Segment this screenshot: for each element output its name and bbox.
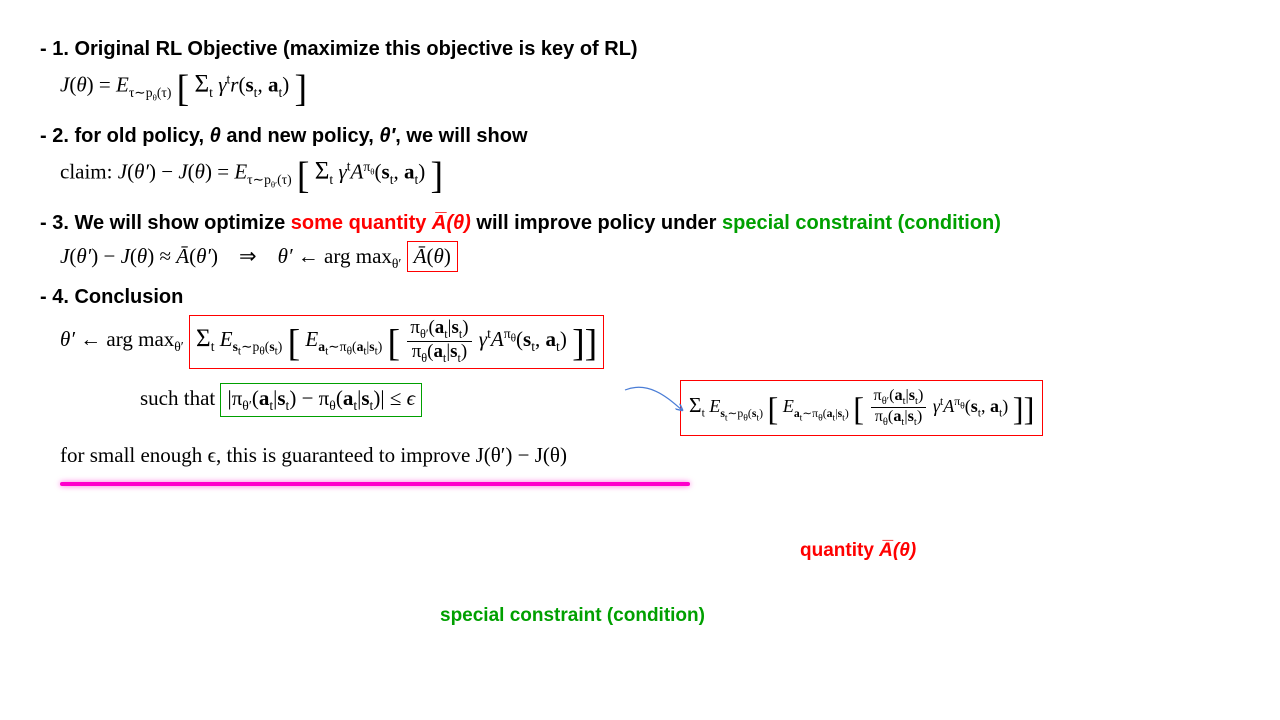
s3-text-c: will improve policy under: [471, 212, 722, 234]
conclusion-quantity-box: Σt Est∼pθ(st) [ Eat∼πθ(at|st) [ πθ′(at|s…: [189, 315, 604, 368]
s3-text-d: special constraint (condition): [722, 212, 1001, 234]
quantity-label-b: A̅(θ): [879, 540, 916, 561]
equation-2: claim: J(θ′) − J(θ) = Eτ∼pθ′(τ) [ Σt γtA…: [60, 154, 1240, 198]
constraint-box: |πθ′(at|st) − πθ(at|st)| ≤ ϵ: [220, 383, 422, 417]
abar-box: Ā(θ): [407, 241, 458, 272]
s2-text-c: , we will show: [395, 125, 527, 147]
section-2-title: - 2. for old policy, θ and new policy, θ…: [40, 125, 1240, 148]
equation-3: J(θ′) − J(θ) ≈ Ā(θ′) ⇒ θ′ ← arg maxθ′ Ā(…: [60, 241, 1240, 272]
section-1-title: - 1. Original RL Objective (maximize thi…: [40, 38, 1240, 61]
quantity-annotation: quantity A̅(θ): [800, 540, 916, 562]
section-4-title: - 4. Conclusion: [40, 286, 1240, 309]
theta: θ: [210, 125, 221, 147]
abar-theta-1: A̅(θ): [432, 212, 471, 234]
s2-text-a: - 2. for old policy,: [40, 125, 210, 147]
section-3-title: - 3. We will show optimize some quantity…: [40, 212, 1240, 235]
such-that-text: such that: [140, 386, 215, 410]
s2-text-b: and new policy,: [221, 125, 380, 147]
abar-expansion-box: Σt Est∼pθ(st) [ Eat∼πθ(at|st) [ πθ′(at|s…: [680, 380, 1043, 436]
constraint-annotation: special constraint (condition): [440, 605, 705, 627]
final-statement: for small enough ϵ, this is guaranteed t…: [60, 443, 1240, 468]
theta-prime: θ′: [379, 125, 395, 147]
arrow-icon: [620, 380, 690, 420]
s3-text-b: some quantity: [291, 212, 432, 234]
equation-1: J(θ) = Eτ∼pθ(τ) [ Σt γtr(st, at) ]: [60, 67, 1240, 111]
highlight-underline: [60, 482, 690, 486]
s3-text-a: - 3. We will show optimize: [40, 212, 291, 234]
quantity-label-a: quantity: [800, 540, 879, 561]
equation-4: θ′ ← arg maxθ′ Σt Est∼pθ(st) [ Eat∼πθ(at…: [60, 315, 1240, 368]
